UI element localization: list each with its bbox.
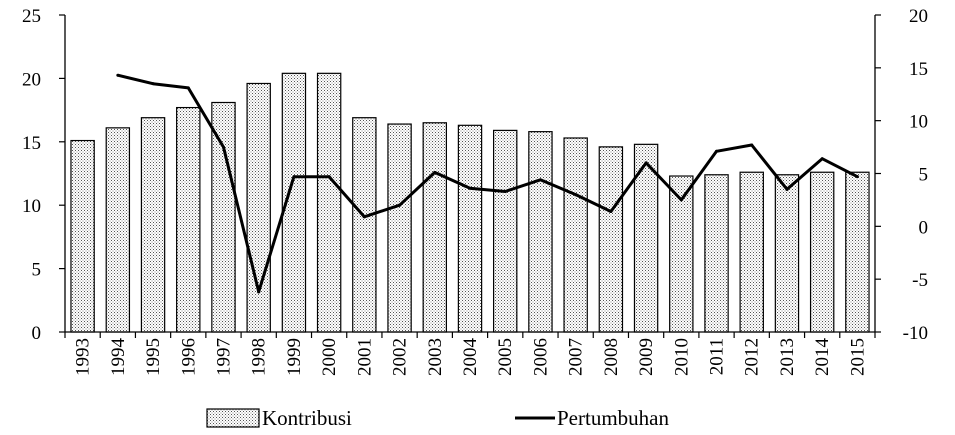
point-2013 — [785, 187, 789, 191]
legend: Kontribusi Pertumbuhan — [206, 406, 669, 430]
left-tick-label: 0 — [32, 323, 42, 344]
x-tick-label-1993: 1993 — [73, 338, 94, 376]
bar-1993 — [70, 139, 95, 333]
bar-2013 — [774, 174, 800, 333]
point-2002 — [398, 203, 402, 207]
right-tick-label: 5 — [919, 165, 929, 186]
bar-1996 — [176, 106, 201, 333]
right-tick-label: -5 — [912, 270, 928, 291]
bar-2012 — [739, 171, 764, 333]
point-2012 — [750, 143, 754, 147]
x-tick-label-2001: 2001 — [354, 338, 375, 376]
point-2010 — [679, 198, 683, 202]
bar-2007 — [563, 137, 588, 333]
point-2011 — [715, 149, 719, 153]
x-tick-label-2006: 2006 — [530, 338, 551, 376]
bar-2014 — [809, 171, 835, 333]
bar-2003 — [422, 122, 448, 333]
left-y-axis-ticks: 0 5 10 15 20 25 — [22, 6, 65, 344]
point-2000 — [327, 175, 331, 179]
point-2009 — [644, 161, 648, 165]
legend-label-pertumbuhan: Pertumbuhan — [557, 406, 669, 430]
bar-2000 — [316, 72, 342, 333]
right-tick-label: 20 — [909, 6, 928, 27]
point-1998 — [257, 290, 261, 294]
point-2008 — [609, 210, 613, 214]
point-2014 — [820, 157, 824, 161]
x-tick-label-2009: 2009 — [636, 338, 657, 376]
x-tick-label-2011: 2011 — [707, 338, 728, 375]
bar-series-kontribusi — [70, 72, 870, 333]
bar-2015 — [845, 171, 870, 333]
x-tick-label-2007: 2007 — [566, 338, 587, 376]
x-tick-label-1994: 1994 — [108, 338, 129, 377]
bar-1994 — [105, 127, 131, 333]
right-tick-label: 0 — [919, 217, 929, 238]
point-2015 — [855, 175, 859, 179]
point-2003 — [433, 170, 437, 174]
left-tick-label: 20 — [22, 69, 41, 90]
bar-1998 — [246, 82, 271, 333]
point-1996 — [186, 86, 190, 90]
left-tick-label: 5 — [32, 260, 42, 281]
bar-1995 — [140, 117, 166, 333]
bar-2002 — [387, 123, 412, 333]
point-2004 — [468, 186, 472, 190]
left-tick-label: 15 — [22, 133, 41, 154]
point-2006 — [538, 178, 542, 182]
left-tick-label: 25 — [22, 6, 41, 27]
point-2005 — [503, 189, 507, 193]
bar-2001 — [352, 117, 377, 333]
right-tick-label: 15 — [909, 59, 928, 80]
x-tick-label-2010: 2010 — [671, 338, 692, 376]
right-tick-label: -10 — [903, 323, 928, 344]
point-1995 — [151, 82, 155, 86]
x-tick-label-2002: 2002 — [390, 338, 411, 376]
x-tick-label-1998: 1998 — [249, 338, 270, 376]
x-tick-label-1996: 1996 — [178, 338, 199, 376]
right-tick-label: 10 — [909, 112, 928, 133]
x-tick-label-2000: 2000 — [319, 338, 340, 376]
bar-2004 — [457, 124, 483, 333]
bar-2011 — [704, 174, 729, 333]
legend-label-kontribusi: Kontribusi — [262, 406, 352, 430]
bar-2006 — [528, 131, 553, 333]
x-tick-label-2005: 2005 — [495, 338, 516, 376]
left-tick-label: 10 — [22, 196, 41, 217]
pertumbuhan-line — [117, 73, 859, 294]
point-2001 — [362, 215, 366, 219]
bar-2008 — [598, 146, 624, 333]
x-axis-ticks: 1993 1994 1995 1996 1997 1998 1999 2000 2001 2002… — [64, 332, 876, 377]
right-y-axis-ticks: -10 -5 0 5 10 15 20 — [875, 6, 928, 344]
x-tick-label-2008: 2008 — [601, 338, 622, 376]
point-2007 — [574, 193, 578, 197]
legend-swatch-kontribusi — [206, 408, 260, 428]
point-1999 — [292, 175, 296, 179]
x-tick-label-2003: 2003 — [425, 338, 446, 376]
x-tick-label-1997: 1997 — [213, 338, 234, 376]
x-tick-label-2014: 2014 — [812, 338, 833, 377]
x-tick-label-2004: 2004 — [460, 338, 481, 377]
line-series-pertumbuhan — [116, 73, 859, 294]
bar-1997 — [211, 101, 236, 333]
point-1997 — [221, 145, 225, 149]
bar-2005 — [492, 129, 518, 333]
x-tick-label-1999: 1999 — [284, 338, 305, 376]
x-tick-label-2013: 2013 — [777, 338, 798, 376]
x-tick-label-2015: 2015 — [847, 338, 868, 376]
point-1994 — [116, 73, 120, 77]
x-tick-label-1995: 1995 — [143, 338, 164, 376]
x-tick-label-2012: 2012 — [742, 338, 763, 376]
